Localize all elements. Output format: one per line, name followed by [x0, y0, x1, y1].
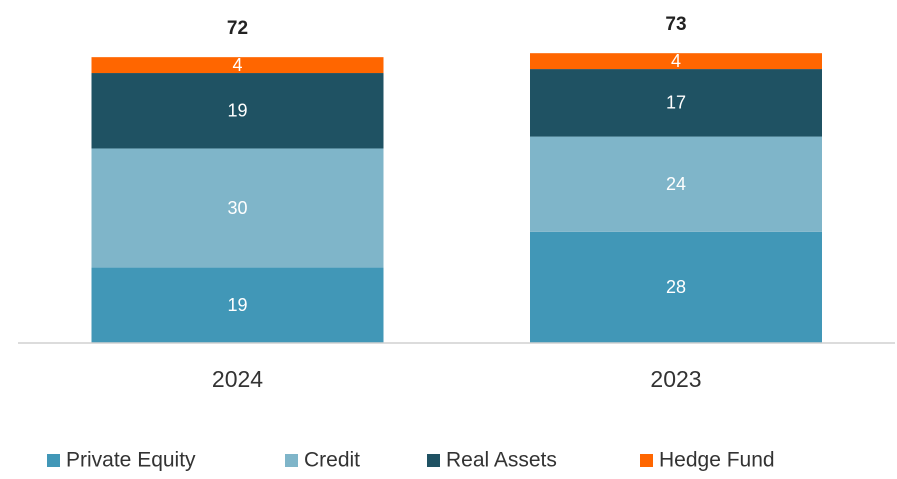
bar-segment: [91, 57, 384, 74]
data-label: 30: [227, 198, 247, 218]
total-label: 73: [665, 14, 686, 35]
data-label: 4: [232, 55, 242, 75]
bar-segment: [530, 136, 822, 232]
legend-swatch: [640, 454, 653, 467]
x-tick-label: 2023: [650, 366, 701, 392]
legend-label: Credit: [304, 449, 360, 472]
total-label: 72: [227, 18, 248, 39]
legend-swatch: [427, 454, 440, 467]
bar-segment: [91, 73, 384, 149]
data-label: 19: [227, 295, 247, 315]
legend-label: Real Assets: [446, 449, 557, 472]
legend-swatch: [285, 454, 298, 467]
legend-swatch: [47, 454, 60, 467]
data-label: 19: [227, 101, 247, 121]
data-label: 28: [666, 277, 686, 297]
legend-label: Private Equity: [66, 449, 196, 472]
bar-segment: [530, 231, 822, 343]
data-label: 17: [666, 93, 686, 113]
data-label: 24: [666, 174, 686, 194]
bar-segment: [91, 148, 384, 268]
bar-segment: [91, 267, 384, 343]
x-tick-label: 2024: [212, 366, 263, 392]
legend-label: Hedge Fund: [659, 449, 775, 472]
bar-segment: [530, 69, 822, 137]
bar-segment: [530, 53, 822, 70]
data-label: 4: [671, 51, 681, 71]
